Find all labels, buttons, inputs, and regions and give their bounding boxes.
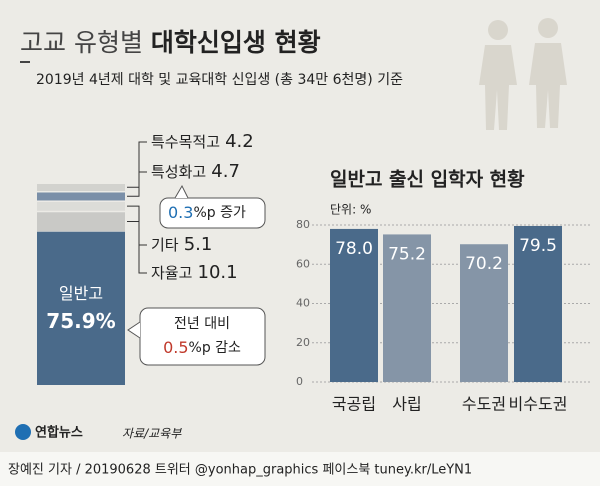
bar bbox=[383, 234, 431, 382]
stack-segment bbox=[37, 231, 125, 385]
segment-label: 특수목적고 4.2 bbox=[151, 131, 254, 152]
y-tick-label: 80 bbox=[296, 218, 310, 231]
value-label: 79.5 bbox=[519, 236, 557, 256]
segment-value: 4.2 bbox=[225, 131, 254, 152]
segment-value: 75.9% bbox=[46, 309, 115, 333]
x-tick-label: 수도권 bbox=[462, 395, 506, 414]
x-tick-label: 사립 bbox=[392, 395, 421, 414]
callout-text: 0.5%p 감소 bbox=[163, 338, 241, 357]
y-tick-label: 40 bbox=[296, 297, 310, 310]
logo-text: 연합뉴스 bbox=[35, 425, 83, 441]
value-label: 75.2 bbox=[388, 244, 426, 264]
segment-value: 5.1 bbox=[184, 234, 213, 255]
callout-box bbox=[159, 197, 266, 229]
leader-line bbox=[127, 205, 147, 246]
title-light: 고교 유형별 bbox=[20, 28, 143, 57]
leader-line bbox=[127, 220, 147, 274]
segment-value: 10.1 bbox=[198, 262, 238, 283]
callout-number: 0.5 bbox=[163, 338, 188, 357]
y-tick-label: 60 bbox=[296, 257, 310, 270]
bar bbox=[514, 225, 562, 382]
logo: 연합뉴스 bbox=[15, 424, 83, 441]
x-tick-label: 비수도권 bbox=[509, 395, 568, 414]
segment-name: 특성화고 bbox=[151, 163, 206, 181]
stack-segment bbox=[37, 184, 125, 191]
y-tick-label: 20 bbox=[296, 336, 310, 349]
x-tick-label: 국공립 bbox=[332, 395, 376, 414]
title-bold: 대학신입생 현황 bbox=[151, 28, 321, 57]
bar-chart-title: 일반고 출신 입학자 현황 bbox=[330, 168, 525, 191]
segment-name: 일반고 bbox=[59, 284, 103, 303]
callout-line: 전년 대비 bbox=[174, 316, 230, 332]
segment-name: 자율고 bbox=[151, 264, 192, 282]
segment-name: 기타 bbox=[151, 236, 179, 254]
bar bbox=[330, 228, 378, 382]
source: 자료/교육부 bbox=[122, 427, 182, 441]
title: 고교 유형별 대학신입생 현황 bbox=[20, 28, 321, 57]
value-label: 78.0 bbox=[335, 239, 373, 259]
callout-rest: %p 증가 bbox=[193, 205, 246, 221]
callout-rest: %p 감소 bbox=[189, 340, 242, 356]
segment-label: 특성화고 4.7 bbox=[151, 161, 240, 182]
stack-segment bbox=[37, 212, 125, 232]
segment-label: 자율고 10.1 bbox=[151, 262, 238, 283]
leader-line bbox=[127, 141, 147, 188]
credit: 장예진 기자 / 20190628 트위터 @yonhap_graphics 페… bbox=[8, 463, 472, 478]
segment-value: 4.7 bbox=[211, 161, 240, 182]
unit-label: 단위: % bbox=[330, 203, 371, 217]
callout-number: 0.3 bbox=[168, 203, 193, 222]
stack-segment bbox=[37, 201, 125, 211]
footer-band bbox=[0, 452, 600, 486]
stack-segment bbox=[37, 192, 125, 201]
value-label: 70.2 bbox=[465, 254, 503, 274]
logo-mark bbox=[15, 424, 31, 440]
bar bbox=[460, 244, 508, 382]
segment-name: 특수목적고 bbox=[151, 133, 220, 151]
y-tick-label: 0 bbox=[296, 375, 303, 388]
callout-pointer bbox=[127, 321, 141, 339]
callout-text: 0.3%p 증가 bbox=[168, 203, 246, 222]
callout-pointer bbox=[174, 184, 189, 199]
silhouettes bbox=[479, 18, 567, 130]
subtitle: 2019년 4년제 대학 및 교육대학 신입생 (총 34만 6천명) 기준 bbox=[36, 72, 403, 88]
segment-label: 기타 5.1 bbox=[151, 234, 212, 255]
